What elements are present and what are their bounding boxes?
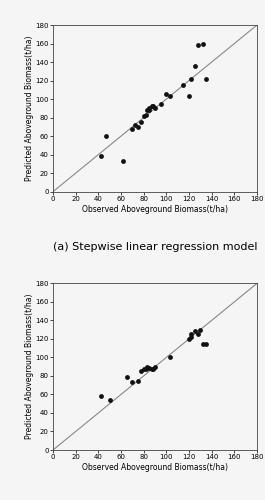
- Point: [189, 330, 193, 338]
- Point: [196, 42, 200, 50]
- Point: [108, 396, 112, 404]
- Point: [158, 100, 163, 108]
- Point: [136, 123, 140, 131]
- Point: [142, 364, 146, 372]
- Point: [144, 364, 148, 372]
- Point: [187, 335, 191, 343]
- Point: [147, 104, 152, 112]
- Y-axis label: Predicted Aboveground Biomass(t/ha): Predicted Aboveground Biomass(t/ha): [25, 294, 34, 440]
- Point: [198, 326, 202, 334]
- Point: [99, 152, 103, 160]
- Point: [149, 102, 154, 110]
- Point: [145, 106, 149, 114]
- Point: [125, 373, 129, 381]
- Point: [189, 333, 193, 341]
- Point: [130, 378, 134, 386]
- Point: [149, 364, 154, 372]
- Point: [204, 74, 208, 82]
- Point: [142, 112, 146, 120]
- Point: [189, 74, 193, 82]
- Point: [164, 90, 169, 98]
- Point: [201, 340, 205, 347]
- Point: [144, 111, 148, 119]
- Point: [139, 118, 144, 126]
- Point: [196, 330, 200, 338]
- Point: [193, 328, 197, 336]
- Point: [151, 364, 155, 372]
- Point: [99, 392, 103, 400]
- X-axis label: Observed Aboveground Biomass(t/ha): Observed Aboveground Biomass(t/ha): [82, 204, 228, 214]
- X-axis label: Observed Aboveground Biomass(t/ha): Observed Aboveground Biomass(t/ha): [82, 463, 228, 472]
- Point: [193, 62, 197, 70]
- Point: [130, 124, 134, 132]
- Point: [181, 81, 186, 89]
- Point: [147, 106, 152, 114]
- Point: [168, 354, 172, 362]
- Point: [153, 104, 157, 112]
- Point: [145, 362, 149, 370]
- Text: (a) Stepwise linear regression model: (a) Stepwise linear regression model: [53, 242, 257, 252]
- Point: [153, 362, 157, 370]
- Y-axis label: Predicted Aboveground Biomass(t/ha): Predicted Aboveground Biomass(t/ha): [25, 36, 34, 181]
- Point: [136, 376, 140, 384]
- Point: [187, 92, 191, 100]
- Point: [121, 157, 125, 165]
- Point: [147, 364, 152, 372]
- Point: [151, 102, 155, 110]
- Point: [139, 368, 144, 376]
- Point: [201, 40, 205, 48]
- Point: [104, 132, 108, 140]
- Point: [168, 92, 172, 100]
- Point: [204, 340, 208, 347]
- Point: [132, 121, 137, 129]
